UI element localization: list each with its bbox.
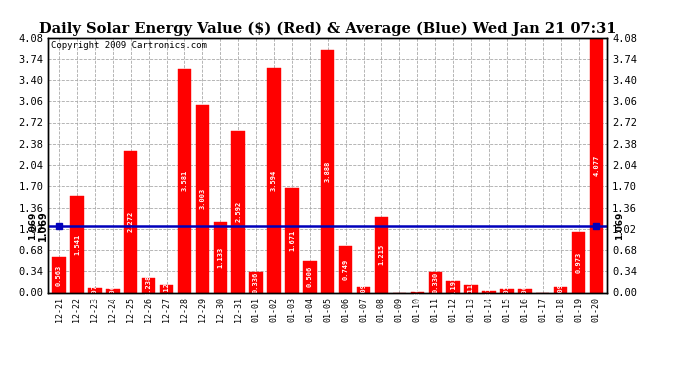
Bar <box>106 289 119 292</box>
Text: 3.888: 3.888 <box>325 160 331 182</box>
Text: 3.581: 3.581 <box>181 170 188 191</box>
Bar <box>482 291 495 292</box>
Text: 0.074: 0.074 <box>92 280 98 301</box>
Text: 0.191: 0.191 <box>450 276 456 297</box>
Text: 1.215: 1.215 <box>379 244 384 265</box>
Bar <box>285 188 299 292</box>
Bar <box>88 288 101 292</box>
Text: 0.563: 0.563 <box>56 264 62 285</box>
Text: 1.541: 1.541 <box>74 234 80 255</box>
Text: 3.594: 3.594 <box>271 170 277 191</box>
Text: 0.749: 0.749 <box>343 258 348 280</box>
Text: 2.272: 2.272 <box>128 211 134 232</box>
Text: 0.506: 0.506 <box>307 266 313 287</box>
Text: 1.069: 1.069 <box>615 211 624 240</box>
Bar <box>357 287 371 292</box>
Text: 0.063: 0.063 <box>110 280 116 301</box>
Text: 1.133: 1.133 <box>217 246 224 268</box>
Bar <box>518 289 531 292</box>
Text: 1.069: 1.069 <box>37 210 48 241</box>
Bar <box>572 232 585 292</box>
Bar <box>321 50 335 292</box>
Text: 0.116: 0.116 <box>468 278 474 300</box>
Bar <box>428 272 442 292</box>
Bar <box>554 287 567 292</box>
Bar <box>267 68 281 292</box>
Text: 0.018: 0.018 <box>486 281 492 303</box>
Text: 1.069: 1.069 <box>28 211 37 240</box>
Bar <box>124 150 137 292</box>
Bar <box>178 69 191 292</box>
Text: 4.077: 4.077 <box>593 154 600 176</box>
Text: 0.336: 0.336 <box>253 272 259 292</box>
Text: 2.592: 2.592 <box>235 201 242 222</box>
Bar <box>249 272 263 292</box>
Bar <box>500 289 513 292</box>
Bar <box>196 105 209 292</box>
Text: 1.671: 1.671 <box>289 230 295 251</box>
Bar <box>464 285 477 292</box>
Text: 0.973: 0.973 <box>575 252 582 273</box>
Bar <box>339 246 353 292</box>
Text: 0.238: 0.238 <box>146 274 152 296</box>
Text: 0.093: 0.093 <box>361 279 366 300</box>
Bar <box>446 280 460 292</box>
Text: 0.330: 0.330 <box>432 272 438 293</box>
Text: 0.054: 0.054 <box>504 280 510 302</box>
Bar <box>590 38 603 292</box>
Bar <box>303 261 317 292</box>
Text: 0.063: 0.063 <box>522 280 528 301</box>
Bar <box>160 285 173 292</box>
Text: 0.124: 0.124 <box>164 278 170 299</box>
Text: 0.090: 0.090 <box>558 279 564 300</box>
Bar <box>142 278 155 292</box>
Title: Daily Solar Energy Value ($) (Red) & Average (Blue) Wed Jan 21 07:31: Daily Solar Energy Value ($) (Red) & Ave… <box>39 22 616 36</box>
Bar <box>231 130 245 292</box>
Text: Copyright 2009 Cartronics.com: Copyright 2009 Cartronics.com <box>51 41 207 50</box>
Text: 0.003: 0.003 <box>414 282 420 303</box>
Text: 3.003: 3.003 <box>199 188 206 209</box>
Bar <box>70 196 83 292</box>
Bar <box>52 257 66 292</box>
Bar <box>213 222 227 292</box>
Bar <box>375 217 388 292</box>
